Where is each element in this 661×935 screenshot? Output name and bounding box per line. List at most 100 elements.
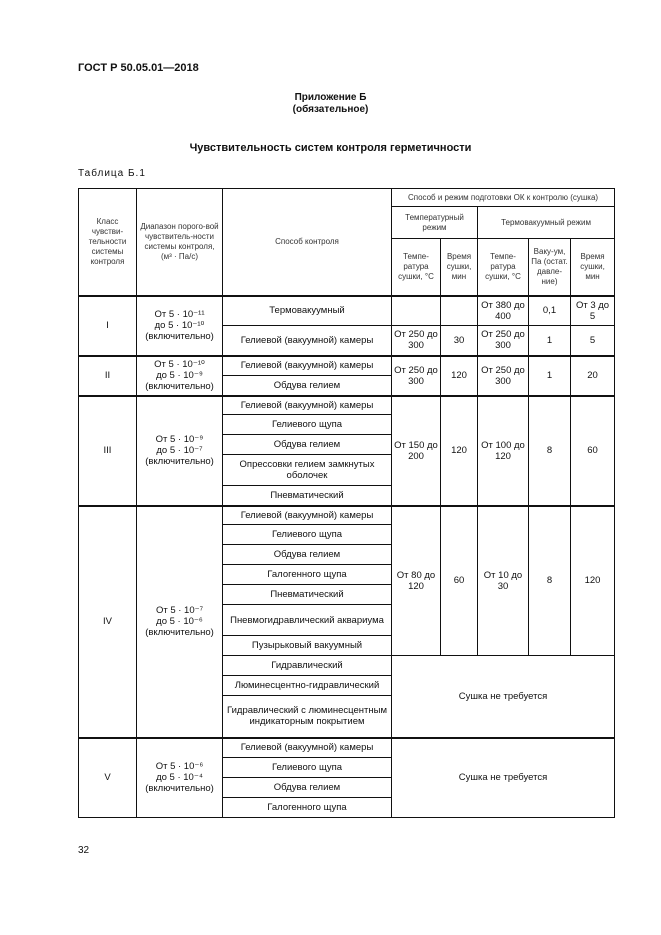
range-line: От 5 · 10⁻⁷ bbox=[155, 605, 204, 616]
range-line: От 5 · 10⁻⁹ bbox=[155, 434, 204, 445]
range-line: до 5 · 10⁻¹⁰ bbox=[154, 320, 205, 331]
document-header: ГОСТ Р 50.05.01—2018 bbox=[78, 62, 199, 74]
value-cell: От 80 до 120 bbox=[391, 504, 441, 656]
method-cell: Люминесцентно-гидравлический bbox=[222, 675, 392, 696]
table-row: Гидравлический с люминесцентным индикато… bbox=[79, 695, 615, 738]
appendix-subtitle: (обязательное) bbox=[292, 104, 369, 115]
value-cell: 1 bbox=[528, 325, 571, 356]
range-cell: От 5 · 10⁻⁹ до 5 · 10⁻⁷ (включительно) bbox=[136, 394, 223, 506]
method-cell: Обдува гелием bbox=[222, 375, 392, 396]
method-cell: Пузырьковый вакуумный bbox=[222, 635, 392, 656]
col-sub-header: Ваку-ум, Па (остат. давле-ние) bbox=[528, 238, 571, 296]
page-title: Чувствительность систем контроля гермети… bbox=[189, 142, 472, 154]
value-cell: От 3 до 5 bbox=[569, 294, 616, 326]
range-line: От 5 · 10⁻¹¹ bbox=[154, 309, 205, 320]
col-temp-mode: Температурный режим bbox=[391, 206, 478, 239]
table-row: Гелиевой (вакуумной) камеры От 250 до 300… bbox=[79, 325, 616, 356]
value-cell: 120 bbox=[569, 504, 616, 656]
table-row: III От 5 · 10⁻⁹ до 5 · 10⁻⁷ (включительно) Г… bbox=[78, 394, 616, 506]
value-cell: От 250 до 300 bbox=[391, 325, 441, 356]
value-cell: 60 bbox=[440, 504, 478, 656]
method-cell: Обдува гелием bbox=[222, 777, 392, 798]
col-sub-header: Темпе-ратура сушки, °С bbox=[391, 238, 441, 296]
method-cell: Гелиевой (вакуумной) камеры bbox=[222, 736, 392, 758]
col-sub-header: Темпе-ратура сушки, °С bbox=[477, 238, 529, 296]
method-cell: Обдува гелием bbox=[222, 544, 392, 565]
col-class: Класс чувстви-тельности системы контроля bbox=[78, 188, 137, 296]
col-sub-header: Время сушки, мин bbox=[569, 238, 616, 296]
value-cell: 60 bbox=[569, 394, 616, 506]
table-row: V От 5 · 10⁻⁶ до 5 · 10⁻⁴ (включительно) Гел… bbox=[78, 736, 616, 818]
value-cell: От 250 до 300 bbox=[391, 354, 441, 396]
range-line: до 5 · 10⁻⁹ bbox=[156, 370, 203, 381]
page-number: 32 bbox=[78, 845, 90, 856]
range-cell: От 5 · 10⁻¹¹ до 5 · 10⁻¹⁰ (включительно) bbox=[136, 294, 223, 356]
range-line: (включительно) bbox=[145, 331, 214, 342]
range-line: до 5 · 10⁻⁶ bbox=[156, 616, 203, 627]
appendix-title: Приложение Б bbox=[294, 92, 367, 103]
method-cell: Пневматический bbox=[222, 584, 392, 605]
range-cell: От 5 · 10⁻⁶ до 5 · 10⁻⁴ (включительно) bbox=[136, 736, 223, 818]
class-cell: V bbox=[78, 736, 137, 818]
range-line: (включительно) bbox=[145, 456, 214, 467]
no-drying-cell: Сушка не требуется bbox=[390, 736, 616, 818]
value-cell bbox=[440, 294, 478, 326]
method-cell: Обдува гелием bbox=[222, 434, 392, 455]
value-cell: 120 bbox=[440, 354, 478, 396]
class-cell: IV bbox=[78, 504, 137, 738]
range-line: до 5 · 10⁻⁴ bbox=[156, 772, 203, 784]
value-cell: 8 bbox=[528, 394, 571, 506]
range-line: до 5 · 10⁻⁷ bbox=[156, 445, 203, 456]
class-cell: II bbox=[78, 354, 137, 396]
value-cell: 0,1 bbox=[528, 294, 571, 326]
range-line: (включительно) bbox=[145, 381, 214, 392]
value-cell: 1 bbox=[528, 354, 571, 396]
value-cell: От 250 до 300 bbox=[477, 325, 529, 356]
method-cell: Гелиевой (вакуумной) камеры bbox=[222, 325, 392, 356]
value-cell: От 150 до 200 bbox=[391, 394, 441, 506]
range-cell: От 5 · 10⁻⁷ до 5 · 10⁻⁶ (включительно) bbox=[136, 504, 223, 738]
value-cell: От 250 до 300 bbox=[477, 354, 529, 396]
value-cell: От 10 до 30 bbox=[477, 504, 529, 656]
method-cell: Пневматический bbox=[222, 485, 392, 506]
method-cell: Гелиевой (вакуумной) камеры bbox=[222, 394, 392, 415]
method-cell: Гелиевого щупа bbox=[222, 524, 392, 545]
col-method: Способ контроля bbox=[222, 188, 392, 296]
range-line: (включительно) bbox=[145, 627, 214, 638]
table-row: Галогенного щупа bbox=[79, 797, 615, 818]
table-row: IV От 5 · 10⁻⁷ до 5 · 10⁻⁶ (включительно) Ге… bbox=[78, 504, 616, 738]
value-cell: 5 bbox=[569, 325, 616, 356]
table-row: II От 5 · 10⁻¹⁰ до 5 · 10⁻⁹ (включительно) Г… bbox=[78, 354, 616, 396]
method-cell: Галогенного щупа bbox=[222, 797, 392, 818]
sensitivity-table: Класс чувстви-тельности системы контроля… bbox=[78, 188, 616, 818]
table-row: Опрессовки гелием замкнутых оболочек bbox=[79, 454, 615, 486]
value-cell: От 100 до 120 bbox=[477, 394, 529, 506]
method-cell: Гелиевой (вакуумной) камеры bbox=[222, 504, 392, 525]
value-cell: 20 bbox=[569, 354, 616, 396]
no-drying-cell: Сушка не требуется bbox=[390, 655, 616, 738]
value-cell bbox=[391, 294, 441, 326]
method-cell: Пневмогидравлический аквариума bbox=[222, 604, 392, 636]
method-cell: Галогенного щупа bbox=[222, 564, 392, 585]
value-cell: 30 bbox=[440, 325, 478, 356]
method-cell: Гелиевого щупа bbox=[222, 414, 392, 435]
range-line: От 5 · 10⁻⁶ bbox=[155, 761, 204, 773]
table-row: I От 5 · 10⁻¹¹ до 5 · 10⁻¹⁰ (включительно) Т… bbox=[78, 294, 616, 356]
class-cell: III bbox=[78, 394, 137, 506]
method-cell: Гелиевого щупа bbox=[222, 757, 392, 778]
method-cell: Гелиевой (вакуумной) камеры bbox=[222, 354, 392, 376]
col-thermovac-mode: Термовакуумный режим bbox=[476, 206, 616, 239]
method-cell: Гидравлический bbox=[222, 655, 392, 676]
col-sub-header: Время сушки, мин bbox=[440, 238, 478, 296]
value-cell: От 380 до 400 bbox=[477, 294, 529, 326]
range-line: (включительно) bbox=[145, 783, 214, 795]
value-cell: 8 bbox=[528, 504, 571, 656]
method-cell: Термовакуумный bbox=[222, 294, 392, 326]
range-cell: От 5 · 10⁻¹⁰ до 5 · 10⁻⁹ (включительно) bbox=[136, 354, 223, 396]
col-range-unit: (м³ · Па/с) bbox=[160, 251, 199, 261]
col-range-label: Диапазон порого-вой чувствитель-ности си… bbox=[140, 221, 219, 251]
range-line: От 5 · 10⁻¹⁰ bbox=[154, 359, 205, 370]
table-label: Таблица Б.1 bbox=[78, 168, 146, 179]
method-cell: Гидравлический с люминесцентным индикато… bbox=[222, 695, 392, 738]
